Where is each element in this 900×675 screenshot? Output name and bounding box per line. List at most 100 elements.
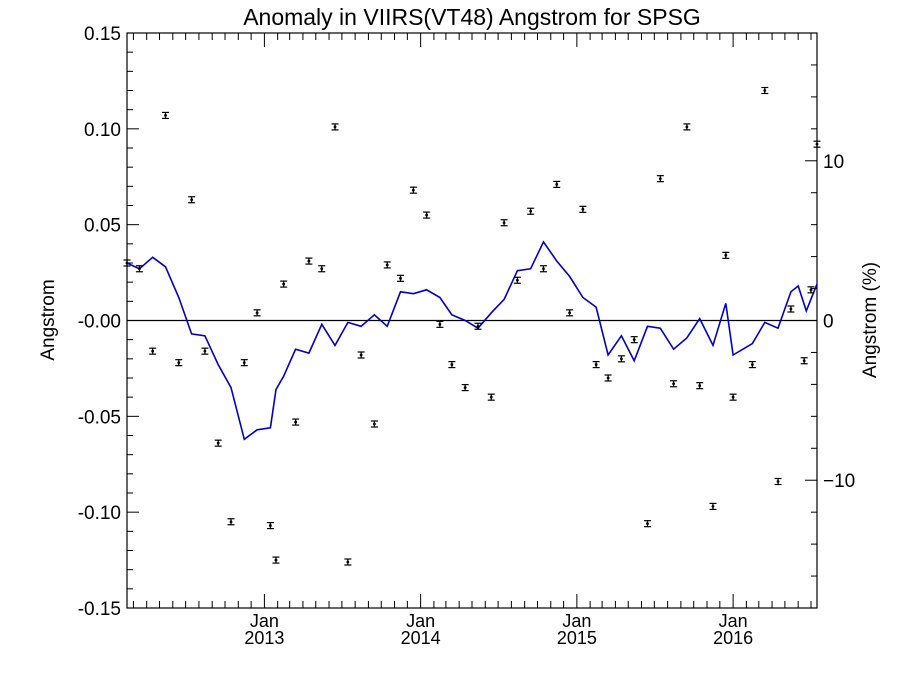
data-point (461, 383, 469, 392)
point-marker (294, 420, 298, 424)
point-marker (606, 376, 610, 380)
data-point (280, 280, 288, 288)
data-point (807, 286, 815, 294)
data-point (761, 86, 769, 95)
data-point (709, 502, 717, 511)
y-tick-label: -0.00 (78, 312, 121, 333)
point-marker (359, 353, 363, 357)
point-marker (750, 363, 754, 366)
data-point (214, 439, 222, 447)
point-marker (274, 558, 278, 562)
x-tick-label-month: Jan (562, 611, 591, 631)
y-tick-label: -0.10 (78, 503, 121, 524)
point-marker (619, 357, 623, 361)
data-point (566, 309, 574, 317)
point-marker (463, 386, 467, 389)
data-point (696, 382, 704, 390)
point-marker (177, 361, 181, 365)
data-point (436, 320, 444, 328)
data-point (227, 518, 235, 526)
data-point (592, 360, 600, 369)
y-tick-label: 0.05 (84, 216, 121, 237)
point-marker (242, 361, 246, 365)
data-point (272, 556, 280, 564)
data-point (370, 420, 378, 428)
point-marker (555, 183, 559, 186)
y-right-axis: 10 0 −10 (805, 32, 855, 609)
point-marker (425, 213, 429, 217)
point-marker (282, 282, 286, 286)
point-marker (125, 261, 129, 265)
point-marker (346, 560, 350, 564)
y-tick-label: -0.05 (78, 407, 121, 428)
point-marker (190, 198, 194, 202)
data-point (292, 418, 300, 426)
data-point (188, 196, 196, 204)
point-marker (802, 359, 806, 363)
data-point (643, 520, 651, 528)
point-marker (711, 505, 715, 508)
data-point (448, 360, 456, 369)
data-point (253, 309, 261, 317)
point-marker (138, 267, 141, 271)
point-marker (268, 524, 272, 527)
y-right-tick-label: 10 (823, 152, 844, 173)
data-point (787, 305, 795, 313)
y-left-axis: 0.15 0.10 0.05 -0.00 -0.05 -0.10 -0.15 (78, 24, 139, 620)
data-point (722, 251, 730, 259)
point-marker (502, 221, 506, 225)
point-marker (632, 338, 636, 342)
data-point (409, 186, 417, 194)
y-tick-label: -0.15 (78, 599, 121, 620)
x-tick-label-month: Jan (719, 611, 748, 631)
x-tick-label-year: 2015 (557, 628, 597, 648)
data-point (123, 259, 131, 267)
point-marker (476, 324, 480, 328)
data-point (240, 359, 248, 367)
data-point (683, 123, 691, 131)
x-tick-label-month: Jan (250, 611, 279, 631)
point-marker (763, 89, 767, 92)
point-marker (151, 349, 155, 353)
point-marker (307, 259, 311, 263)
data-point (553, 180, 561, 189)
point-marker (216, 441, 220, 445)
data-point (630, 336, 638, 344)
point-marker (320, 267, 324, 271)
data-point (331, 123, 339, 131)
point-marker (438, 322, 442, 326)
point-marker (542, 267, 545, 271)
y-tick-label: 0.15 (84, 24, 121, 45)
data-point (383, 261, 391, 269)
data-point (344, 558, 352, 566)
point-marker (724, 253, 728, 257)
y-axis-label-left: Angstrom (38, 279, 59, 360)
point-marker (399, 276, 402, 280)
data-point (175, 359, 183, 367)
point-marker (203, 349, 207, 353)
point-marker (489, 395, 493, 399)
chart-title: Anomaly in VIIRS(VT48) Angstrom for SPSG (243, 4, 701, 30)
point-marker (815, 142, 819, 146)
data-point (318, 265, 326, 273)
data-point (423, 211, 431, 219)
point-marker (698, 384, 702, 388)
data-point (500, 219, 508, 227)
data-point (513, 276, 521, 284)
point-marker (529, 209, 533, 213)
data-point (527, 207, 535, 215)
point-marker (809, 288, 813, 292)
x-tick-label-year: 2014 (401, 628, 441, 648)
data-point (397, 274, 405, 282)
point-marker (731, 395, 735, 399)
point-marker (515, 278, 519, 282)
point-marker (164, 114, 167, 117)
data-point (539, 265, 547, 273)
x-tick-label-year: 2013 (244, 628, 284, 648)
data-point (487, 393, 495, 401)
x-tick-label-year: 2016 (713, 628, 753, 648)
data-points (123, 86, 821, 566)
data-point (774, 477, 782, 486)
